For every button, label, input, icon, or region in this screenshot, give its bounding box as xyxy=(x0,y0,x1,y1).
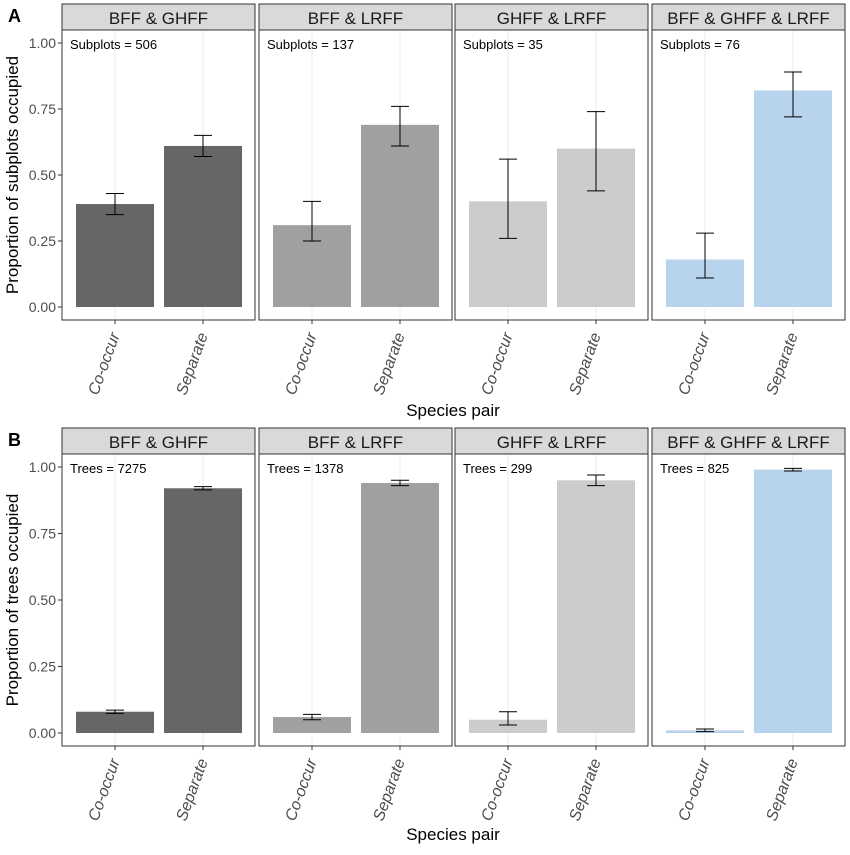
x-tick-label: Separate xyxy=(174,330,212,397)
facet-strip xyxy=(61,427,256,455)
sample-size-annotation: Subplots = 137 xyxy=(267,37,354,52)
bar xyxy=(754,469,832,733)
sample-size-annotation: Subplots = 35 xyxy=(463,37,543,52)
bar xyxy=(557,480,635,733)
bar xyxy=(469,719,547,733)
facet: BFF & GHFF Subplots = 506 Co-occur Separate xyxy=(61,3,256,397)
plot-border xyxy=(258,29,453,321)
y-axis-title: Proportion of subplots occupied xyxy=(3,56,22,294)
x-tick-label: Co-occur xyxy=(479,756,517,823)
facet-strip xyxy=(258,3,453,31)
facet-title: GHFF & LRFF xyxy=(497,433,607,452)
bar xyxy=(754,90,832,308)
x-axis-title: Species pair xyxy=(406,825,500,844)
y-tick-label: 0.00 xyxy=(29,299,56,315)
sample-size-annotation: Trees = 299 xyxy=(463,461,532,476)
y-tick-label: 0.75 xyxy=(29,526,56,542)
facet-strip xyxy=(61,3,256,31)
y-tick-label: 0.75 xyxy=(29,101,56,117)
facet: BFF & GHFF Trees = 7275 Co-occur Separate xyxy=(61,427,256,823)
facet-title: BFF & GHFF & LRFF xyxy=(667,433,829,452)
facet-strip xyxy=(651,3,846,31)
x-tick-label: Separate xyxy=(371,330,409,397)
x-tick-label: Separate xyxy=(567,330,605,397)
x-tick-label: Separate xyxy=(174,756,212,823)
facet: GHFF & LRFF Trees = 299 Co-occur Separate xyxy=(454,427,649,823)
y-axis-title: Proportion of trees occupied xyxy=(3,494,22,707)
sample-size-annotation: Trees = 825 xyxy=(660,461,729,476)
x-tick-label: Co-occur xyxy=(283,330,321,397)
facet: BFF & LRFF Trees = 1378 Co-occur Separate xyxy=(258,427,453,823)
x-tick-label: Separate xyxy=(764,756,802,823)
facet-title: BFF & GHFF & LRFF xyxy=(667,9,829,28)
x-tick-label: Co-occur xyxy=(283,756,321,823)
plot-border xyxy=(454,29,649,321)
x-tick-label: Co-occur xyxy=(479,330,517,397)
plot-border xyxy=(454,453,649,747)
y-tick-label: 0.50 xyxy=(29,167,56,183)
facet-title: BFF & LRFF xyxy=(308,9,403,28)
plot-border xyxy=(651,29,846,321)
x-tick-label: Co-occur xyxy=(676,330,714,397)
plot-border xyxy=(258,453,453,747)
plot-border xyxy=(61,29,256,321)
y-tick-label: 0.25 xyxy=(29,233,56,249)
y-tick-label: 0.25 xyxy=(29,659,56,675)
facet-strip xyxy=(454,3,649,31)
bar xyxy=(164,145,242,307)
facet-title: GHFF & LRFF xyxy=(497,9,607,28)
y-tick-label: 0.50 xyxy=(29,592,56,608)
panel-letter: B xyxy=(8,430,21,450)
facet-strip xyxy=(454,427,649,455)
x-axis-title: Species pair xyxy=(406,401,500,420)
plot-border xyxy=(651,453,846,747)
x-tick-label: Co-occur xyxy=(676,756,714,823)
bar xyxy=(76,204,154,307)
y-tick-label: 0.00 xyxy=(29,725,56,741)
facet-title: BFF & GHFF xyxy=(109,433,208,452)
bar xyxy=(361,124,439,307)
bar xyxy=(361,482,439,733)
x-tick-label: Separate xyxy=(764,330,802,397)
facet: BFF & GHFF & LRFF Trees = 825 Co-occur Sepa… xyxy=(651,427,846,823)
panel-letter: A xyxy=(8,6,21,26)
facet-strip xyxy=(651,427,846,455)
bar xyxy=(273,717,351,733)
x-tick-label: Co-occur xyxy=(86,330,124,397)
facet: GHFF & LRFF Subplots = 35 Co-occur Separate xyxy=(454,3,649,397)
sample-size-annotation: Trees = 7275 xyxy=(70,461,146,476)
x-tick-label: Separate xyxy=(371,756,409,823)
panel-B: B Proportion of trees occupied Species pai… xyxy=(3,427,846,844)
facet: BFF & LRFF Subplots = 137 Co-occur Separate xyxy=(258,3,453,397)
facet-title: BFF & GHFF xyxy=(109,9,208,28)
facet: BFF & GHFF & LRFF Subplots = 76 Co-occur Se… xyxy=(651,3,846,397)
facet-title: BFF & LRFF xyxy=(308,433,403,452)
panel-A: A Proportion of subplots occupied Species … xyxy=(3,3,846,420)
sample-size-annotation: Subplots = 506 xyxy=(70,37,157,52)
y-tick-label: 1.00 xyxy=(29,459,56,475)
sample-size-annotation: Subplots = 76 xyxy=(660,37,740,52)
bar xyxy=(76,711,154,733)
plot-border xyxy=(61,453,256,747)
sample-size-annotation: Trees = 1378 xyxy=(267,461,343,476)
y-tick-label: 1.00 xyxy=(29,35,56,51)
x-tick-label: Separate xyxy=(567,756,605,823)
x-tick-label: Co-occur xyxy=(86,756,124,823)
bar xyxy=(164,488,242,733)
